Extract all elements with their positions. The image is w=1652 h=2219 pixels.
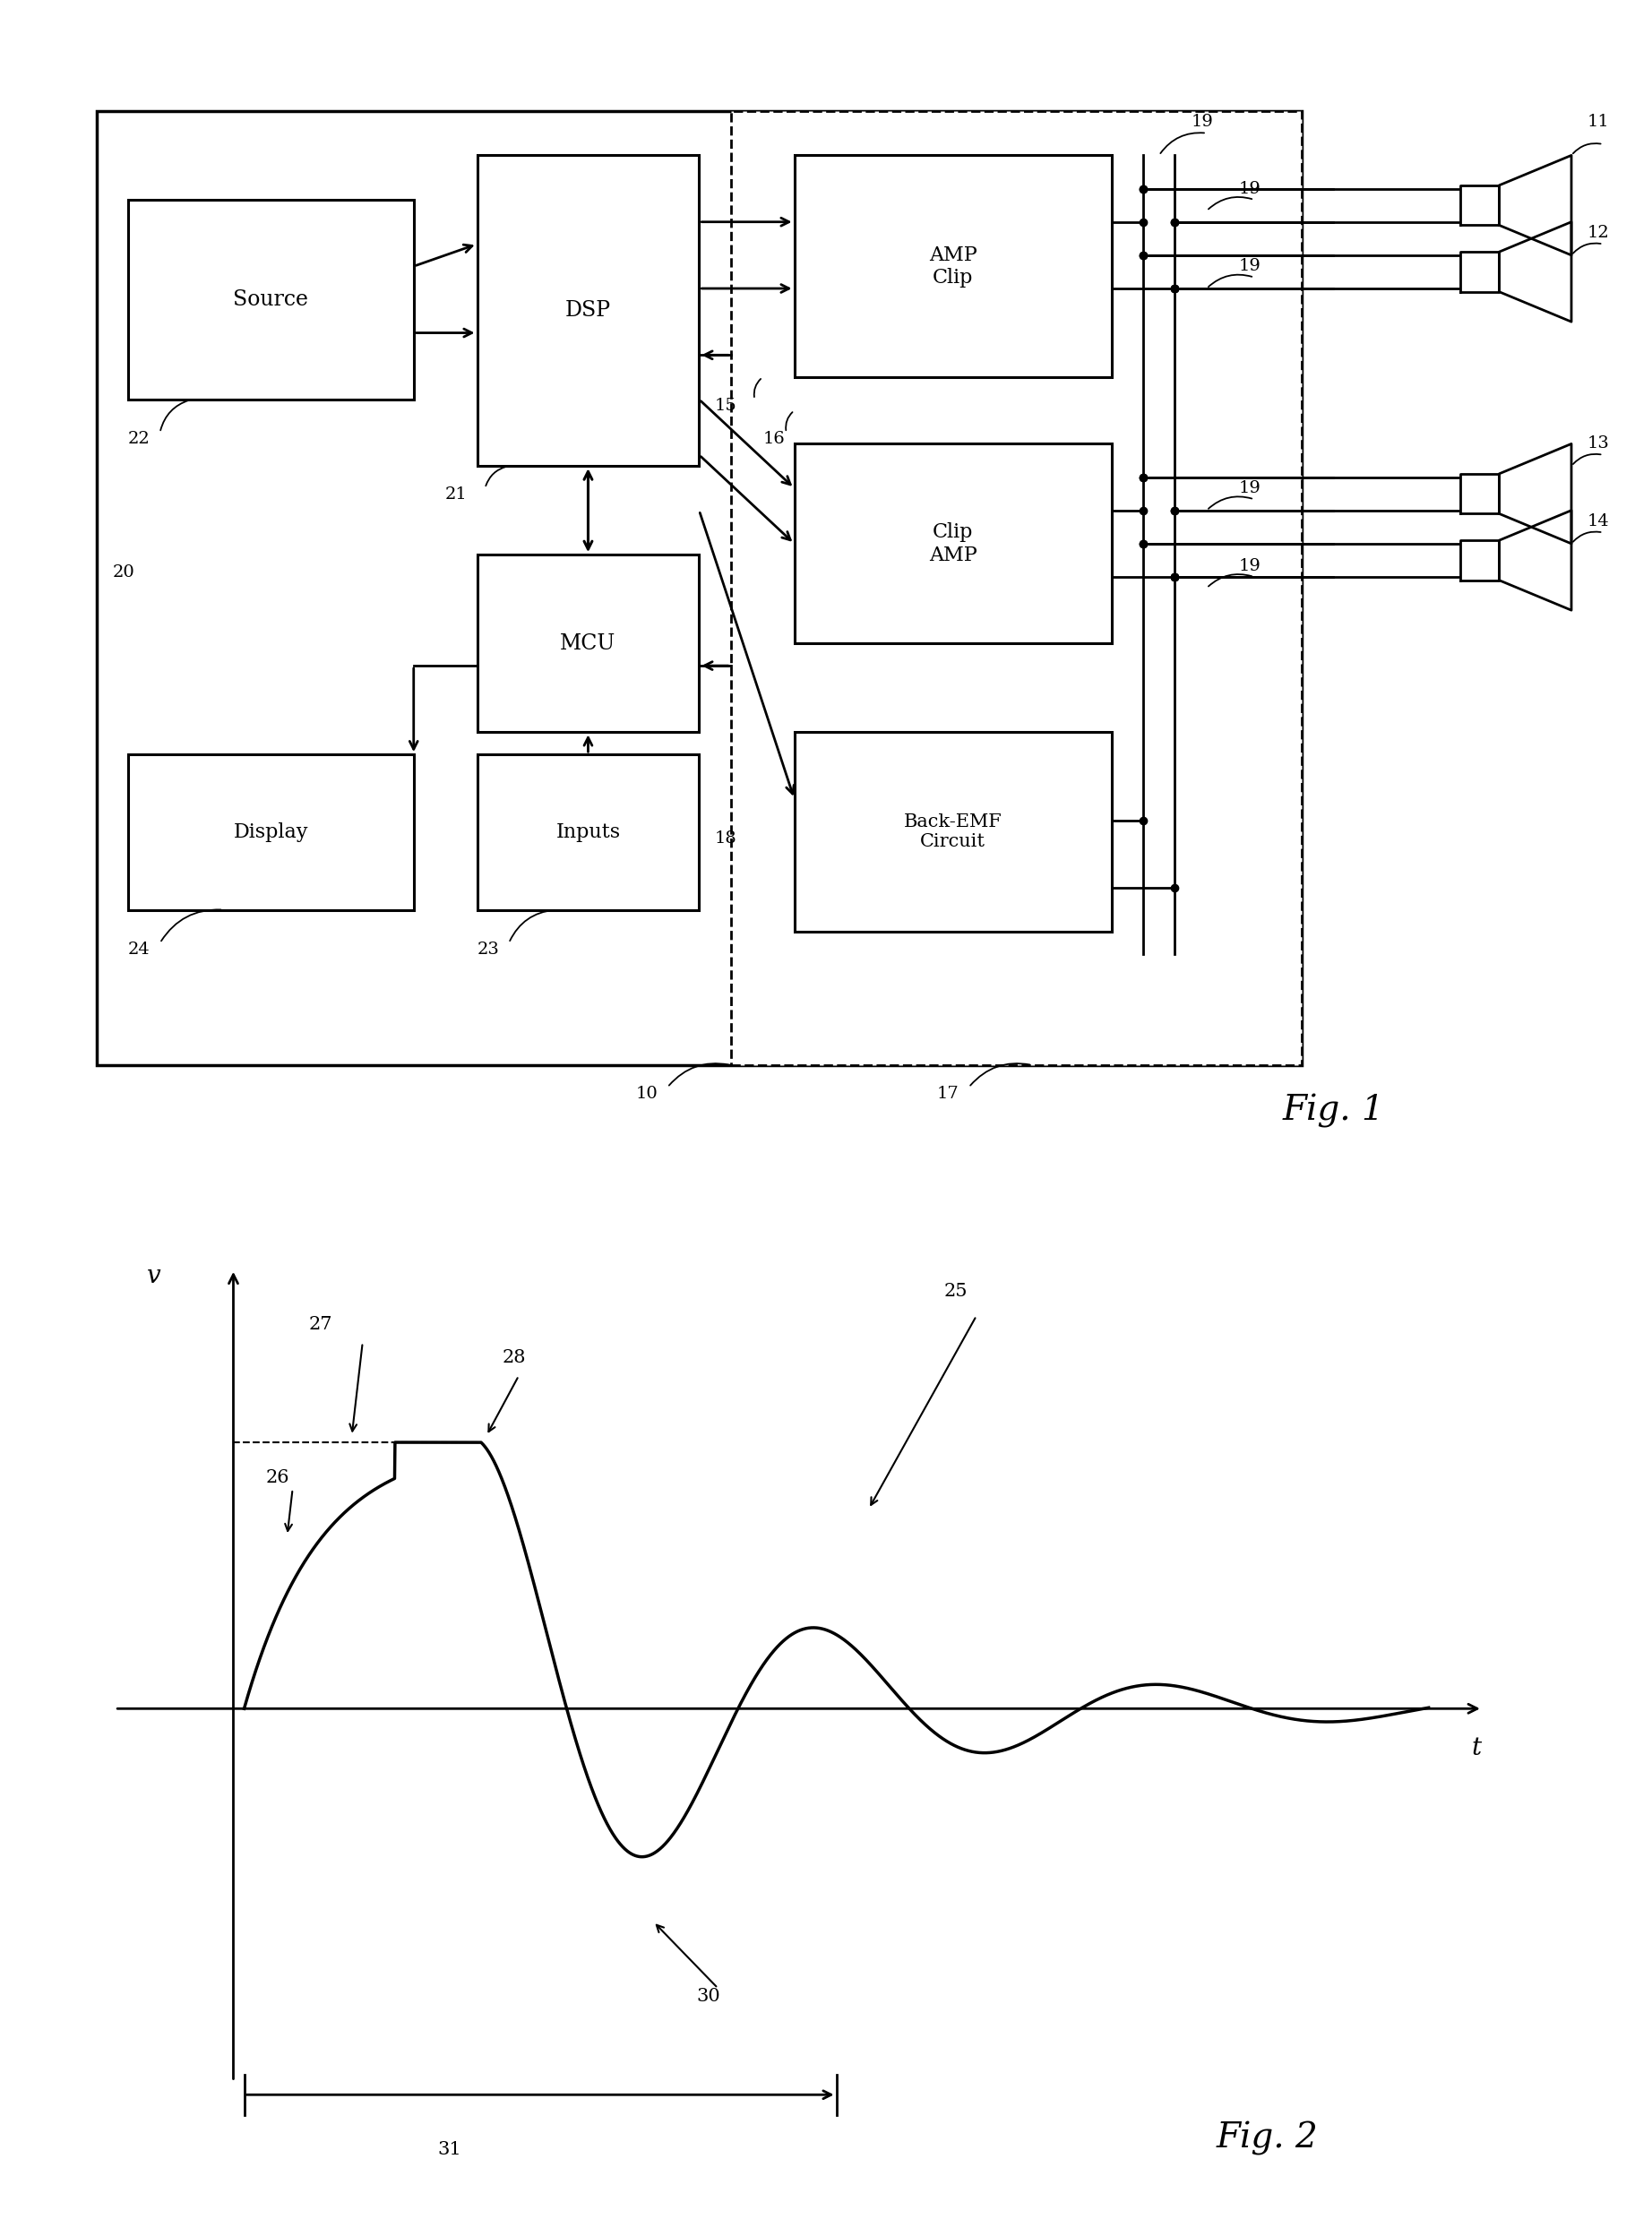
Text: 19: 19 bbox=[1239, 557, 1260, 575]
FancyBboxPatch shape bbox=[477, 754, 699, 910]
Polygon shape bbox=[1500, 444, 1571, 544]
Text: MCU: MCU bbox=[560, 632, 616, 655]
Text: 25: 25 bbox=[943, 1283, 968, 1300]
FancyBboxPatch shape bbox=[477, 155, 699, 466]
Text: DSP: DSP bbox=[565, 300, 611, 322]
Text: 20: 20 bbox=[112, 564, 134, 581]
Text: Fig. 2: Fig. 2 bbox=[1216, 2121, 1318, 2155]
Text: 16: 16 bbox=[763, 430, 785, 448]
FancyBboxPatch shape bbox=[730, 111, 1302, 1065]
Text: Back-EMF
Circuit: Back-EMF Circuit bbox=[904, 814, 1003, 850]
Text: 13: 13 bbox=[1588, 435, 1609, 453]
Text: 18: 18 bbox=[715, 830, 737, 848]
Text: Fig. 1: Fig. 1 bbox=[1282, 1094, 1384, 1127]
Text: 26: 26 bbox=[266, 1469, 289, 1487]
Text: 24: 24 bbox=[129, 941, 150, 959]
Text: 10: 10 bbox=[636, 1085, 657, 1103]
Text: 19: 19 bbox=[1239, 257, 1260, 275]
FancyBboxPatch shape bbox=[477, 555, 699, 732]
FancyBboxPatch shape bbox=[795, 155, 1112, 377]
Text: Clip
AMP: Clip AMP bbox=[928, 521, 976, 566]
Polygon shape bbox=[1500, 222, 1571, 322]
FancyBboxPatch shape bbox=[96, 111, 1302, 1065]
Text: Inputs: Inputs bbox=[555, 823, 621, 841]
Polygon shape bbox=[1460, 186, 1500, 226]
Text: 21: 21 bbox=[446, 486, 468, 504]
Text: 19: 19 bbox=[1239, 479, 1260, 497]
Text: 19: 19 bbox=[1239, 180, 1260, 197]
Text: 19: 19 bbox=[1191, 113, 1213, 131]
Text: AMP
Clip: AMP Clip bbox=[928, 244, 976, 288]
FancyBboxPatch shape bbox=[795, 732, 1112, 932]
Text: 27: 27 bbox=[309, 1316, 332, 1334]
Text: Source: Source bbox=[233, 288, 309, 311]
Text: 31: 31 bbox=[438, 2141, 463, 2159]
Text: 22: 22 bbox=[129, 430, 150, 448]
Text: 30: 30 bbox=[697, 1988, 720, 2006]
Polygon shape bbox=[1460, 541, 1500, 579]
Text: 15: 15 bbox=[715, 397, 737, 415]
Text: 28: 28 bbox=[502, 1349, 527, 1367]
Text: 17: 17 bbox=[937, 1085, 960, 1103]
Polygon shape bbox=[1460, 253, 1500, 293]
Text: 12: 12 bbox=[1588, 224, 1609, 242]
FancyBboxPatch shape bbox=[795, 444, 1112, 644]
Text: v: v bbox=[147, 1265, 162, 1287]
Polygon shape bbox=[1500, 510, 1571, 610]
Text: Display: Display bbox=[233, 823, 309, 841]
Text: t: t bbox=[1472, 1737, 1482, 1760]
Polygon shape bbox=[1500, 155, 1571, 255]
FancyBboxPatch shape bbox=[129, 200, 413, 399]
Text: 23: 23 bbox=[477, 941, 499, 959]
FancyBboxPatch shape bbox=[129, 754, 413, 910]
Polygon shape bbox=[1460, 475, 1500, 513]
Text: 14: 14 bbox=[1588, 513, 1609, 530]
Text: 11: 11 bbox=[1588, 113, 1609, 131]
